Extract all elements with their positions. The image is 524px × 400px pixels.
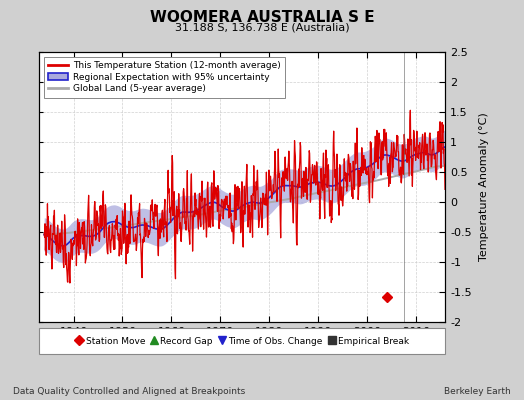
Legend: Station Move, Record Gap, Time of Obs. Change, Empirical Break: Station Move, Record Gap, Time of Obs. C… — [73, 334, 412, 348]
Legend: This Temperature Station (12-month average), Regional Expectation with 95% uncer: This Temperature Station (12-month avera… — [44, 56, 285, 98]
FancyBboxPatch shape — [39, 328, 445, 354]
Text: 31.188 S, 136.738 E (Australia): 31.188 S, 136.738 E (Australia) — [174, 22, 350, 32]
Y-axis label: Temperature Anomaly (°C): Temperature Anomaly (°C) — [479, 113, 489, 261]
Text: Berkeley Earth: Berkeley Earth — [444, 387, 511, 396]
Text: WOOMERA AUSTRALIA S E: WOOMERA AUSTRALIA S E — [150, 10, 374, 25]
Text: Data Quality Controlled and Aligned at Breakpoints: Data Quality Controlled and Aligned at B… — [13, 387, 245, 396]
